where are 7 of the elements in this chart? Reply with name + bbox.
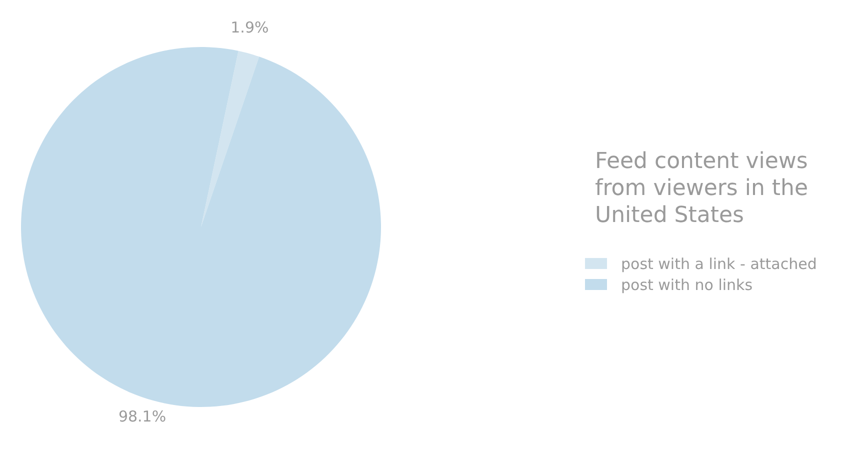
data-label: 1.9% [230,18,269,36]
legend-label: post with a link - attached [621,254,817,272]
pie-slice [201,50,260,227]
legend-label: post with no links [621,276,753,294]
text: Feed content views from viewers in the United States [595,148,810,229]
data-label: 98.1% [118,408,166,426]
pie-slice [21,47,381,407]
